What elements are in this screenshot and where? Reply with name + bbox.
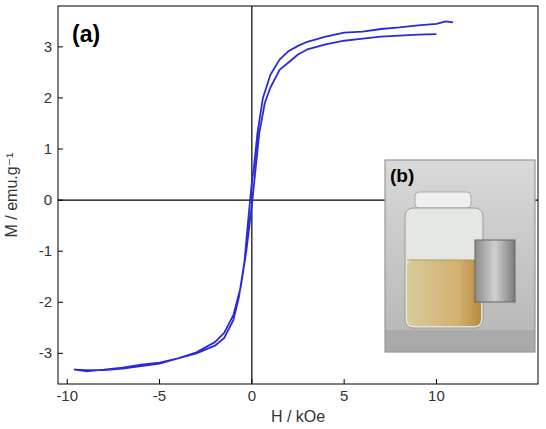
vial-cap — [415, 192, 471, 208]
panel-label: (a) — [72, 21, 100, 47]
y-tick-label: 0 — [44, 191, 52, 208]
inset-table — [385, 330, 535, 352]
y-tick-label: 3 — [44, 38, 52, 55]
x-axis-title: H / kOe — [271, 408, 325, 425]
y-tick-label: -1 — [39, 242, 52, 259]
inset-label: (b) — [390, 165, 414, 186]
x-tick-label: 0 — [248, 387, 256, 404]
data-group — [75, 21, 453, 371]
x-tick-label: 10 — [428, 387, 445, 404]
x-tick — [251, 379, 252, 384]
inset-photo — [385, 160, 535, 352]
y-tick-label: 1 — [44, 140, 52, 157]
vial-liquid — [407, 260, 481, 326]
x-tick — [344, 379, 345, 384]
x-tick-label: -10 — [56, 387, 78, 404]
chart: -10-50510-3-2-10123H / kOeM / emu.g⁻¹(a)… — [0, 0, 546, 429]
y-axis-title: M / emu.g⁻¹ — [3, 153, 20, 238]
liquid-surface — [407, 260, 481, 261]
x-tick-label: 5 — [340, 387, 348, 404]
y-tick — [58, 200, 63, 201]
y-tick — [58, 46, 63, 47]
y-tick-label: 2 — [44, 89, 52, 106]
y-tick-label: -2 — [39, 293, 52, 310]
y-tick — [58, 149, 63, 150]
x-tick — [67, 379, 68, 384]
vial-body — [405, 208, 483, 328]
x-tick-label: -5 — [153, 387, 166, 404]
y-tick-label: -3 — [39, 344, 52, 361]
plot-frame — [58, 6, 538, 384]
magnet — [475, 240, 515, 302]
hysteresis-line — [75, 21, 453, 371]
zero-axes — [58, 6, 538, 384]
y-tick — [58, 353, 63, 354]
x-tick — [436, 379, 437, 384]
y-tick — [58, 302, 63, 303]
y-tick — [58, 97, 63, 98]
x-tick — [159, 379, 160, 384]
y-tick — [58, 251, 63, 252]
inset-background — [385, 160, 535, 352]
